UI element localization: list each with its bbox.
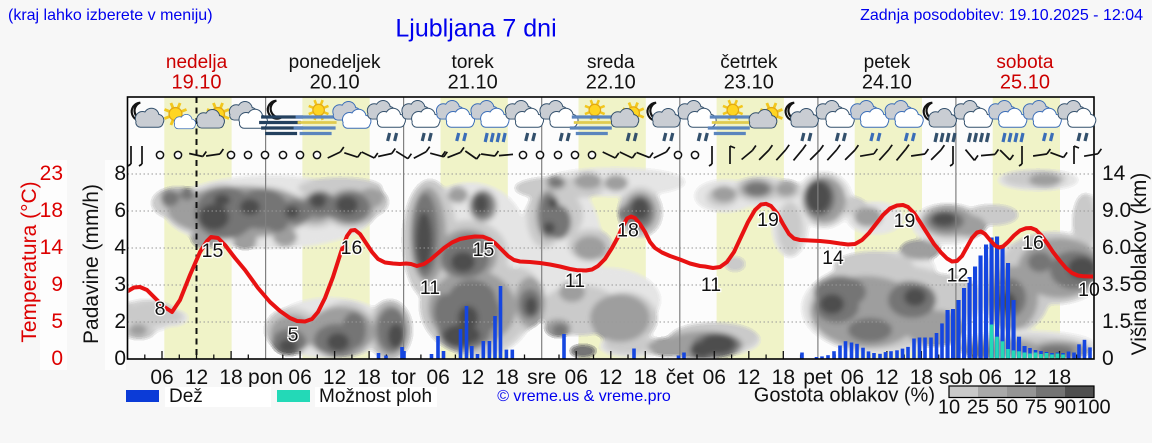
- svg-text:11: 11: [420, 277, 440, 299]
- svg-text:11: 11: [701, 274, 721, 296]
- svg-text:14: 14: [822, 247, 844, 269]
- svg-text:18: 18: [617, 220, 639, 242]
- svg-text:15: 15: [473, 239, 495, 261]
- svg-text:19: 19: [894, 210, 916, 232]
- svg-text:12: 12: [947, 265, 969, 287]
- svg-text:16: 16: [341, 237, 363, 259]
- svg-text:8: 8: [155, 298, 166, 320]
- svg-text:11: 11: [565, 270, 585, 292]
- svg-text:10: 10: [1078, 279, 1100, 301]
- svg-text:15: 15: [202, 240, 224, 262]
- svg-text:5: 5: [288, 324, 299, 346]
- svg-text:19: 19: [757, 209, 779, 231]
- svg-text:16: 16: [1022, 232, 1044, 254]
